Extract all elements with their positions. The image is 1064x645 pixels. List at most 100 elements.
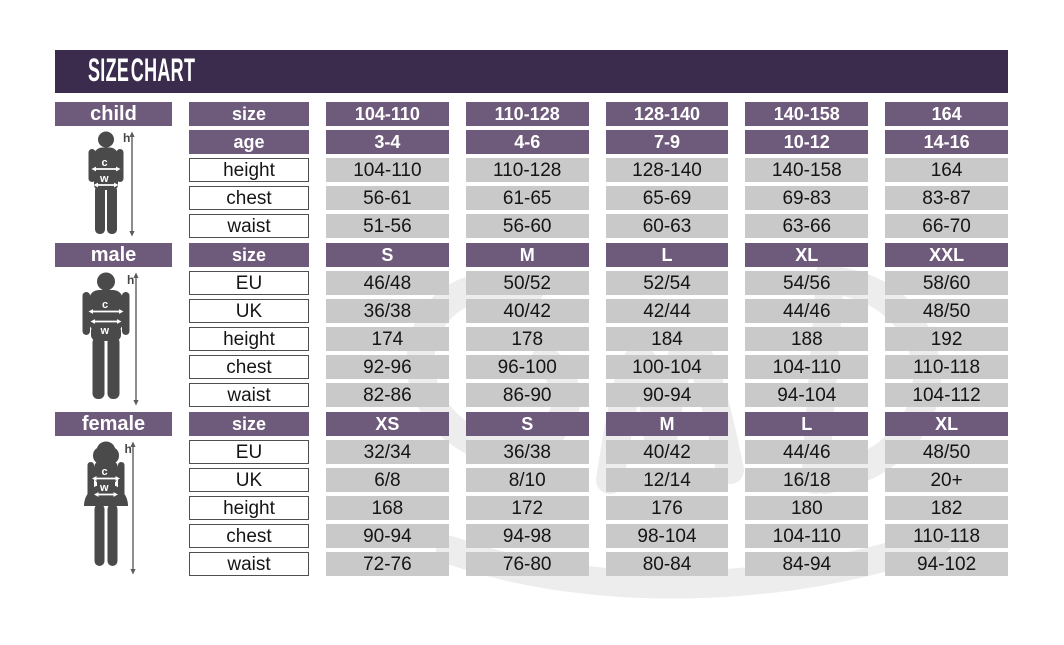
section-child: child c bbox=[55, 102, 1008, 238]
section-label-male: male bbox=[55, 243, 172, 267]
table-cell: 94-102 bbox=[885, 552, 1008, 576]
table-cell: 51-56 bbox=[326, 214, 449, 238]
table-cell: 98-104 bbox=[605, 524, 729, 548]
table-cell: 140-158 bbox=[745, 158, 869, 182]
column-header: XL bbox=[745, 243, 869, 267]
waist-mark: w bbox=[90, 319, 122, 337]
column-header: 104-110 bbox=[326, 102, 449, 126]
chest-mark: c bbox=[92, 466, 120, 481]
table-cell: 82-86 bbox=[326, 383, 449, 407]
table-cell: 44/46 bbox=[745, 299, 869, 323]
table-cell: 65-69 bbox=[605, 186, 729, 210]
table-cell: 40/42 bbox=[605, 440, 729, 464]
column-header: XS bbox=[326, 412, 449, 436]
row-label: UK bbox=[189, 468, 309, 492]
column-header: XXL bbox=[885, 243, 1008, 267]
column-header: M bbox=[605, 412, 729, 436]
page-title: SIZE CHART bbox=[88, 53, 196, 89]
table-cell: 56-61 bbox=[326, 186, 449, 210]
table-cell: 180 bbox=[745, 496, 869, 520]
table-cell: 104-110 bbox=[745, 355, 869, 379]
row-label: UK bbox=[189, 299, 309, 323]
column-header: 7-9 bbox=[605, 130, 729, 154]
table-cell: 76-80 bbox=[465, 552, 589, 576]
row-label: EU bbox=[189, 440, 309, 464]
table-cell: 42/44 bbox=[605, 299, 729, 323]
table-cell: 128-140 bbox=[605, 158, 729, 182]
row-label: waist bbox=[189, 552, 309, 576]
waist-mark: w bbox=[94, 482, 118, 497]
table-cell: 32/34 bbox=[326, 440, 449, 464]
row-label: chest bbox=[189, 355, 309, 379]
column-header: L bbox=[745, 412, 869, 436]
chest-mark: c bbox=[91, 157, 121, 172]
table-cell: 110-118 bbox=[885, 524, 1008, 548]
table-cell: 56-60 bbox=[465, 214, 589, 238]
table-cell: 72-76 bbox=[326, 552, 449, 576]
svg-text:w: w bbox=[99, 482, 109, 494]
table-cell: 36/38 bbox=[465, 440, 589, 464]
male-silhouette-icon: c w h bbox=[82, 272, 139, 406]
row-label: chest bbox=[189, 186, 309, 210]
table-cell: 104-110 bbox=[745, 524, 869, 548]
table-cell: 36/38 bbox=[326, 299, 449, 323]
column-header: 3-4 bbox=[326, 130, 449, 154]
svg-text:w: w bbox=[99, 173, 109, 185]
table-cell: 178 bbox=[465, 327, 589, 351]
female-silhouette-icon: c w h bbox=[84, 441, 136, 575]
table-cell: 192 bbox=[885, 327, 1008, 351]
row-label: EU bbox=[189, 271, 309, 295]
column-header: size bbox=[189, 243, 309, 267]
table-cell: 96-100 bbox=[465, 355, 589, 379]
row-label: height bbox=[189, 158, 309, 182]
table-cell: 63-66 bbox=[745, 214, 869, 238]
table-cell: 66-70 bbox=[885, 214, 1008, 238]
height-arrow: h bbox=[127, 272, 139, 406]
section-male: male c bbox=[55, 243, 1008, 407]
child-silhouette-icon: c w h bbox=[88, 131, 135, 237]
table-cell: 176 bbox=[605, 496, 729, 520]
table-cell: 94-104 bbox=[745, 383, 869, 407]
table-cell: 184 bbox=[605, 327, 729, 351]
section-label-child: child bbox=[55, 102, 172, 126]
column-header: 164 bbox=[885, 102, 1008, 126]
table-cell: 104-110 bbox=[326, 158, 449, 182]
table-cell: 164 bbox=[885, 158, 1008, 182]
child-figure: c w h bbox=[55, 130, 172, 238]
title-bar: SIZE CHART bbox=[55, 50, 1008, 93]
table-cell: 58/60 bbox=[885, 271, 1008, 295]
table-cell: 90-94 bbox=[326, 524, 449, 548]
table-cell: 44/46 bbox=[745, 440, 869, 464]
table-cell: 84-94 bbox=[745, 552, 869, 576]
svg-text:h: h bbox=[125, 442, 132, 456]
table-cell: 172 bbox=[465, 496, 589, 520]
table-cell: 40/42 bbox=[465, 299, 589, 323]
table-cell: 50/52 bbox=[465, 271, 589, 295]
column-header: L bbox=[605, 243, 729, 267]
chart-content: SIZE CHART child c bbox=[55, 50, 1008, 581]
column-header: size bbox=[189, 102, 309, 126]
table-cell: 80-84 bbox=[605, 552, 729, 576]
column-header: 14-16 bbox=[885, 130, 1008, 154]
row-label: waist bbox=[189, 214, 309, 238]
svg-text:c: c bbox=[102, 299, 108, 311]
table-cell: 12/14 bbox=[605, 468, 729, 492]
table-cell: 6/8 bbox=[326, 468, 449, 492]
column-header: XL bbox=[885, 412, 1008, 436]
table-cell: 48/50 bbox=[885, 299, 1008, 323]
column-header: S bbox=[465, 412, 589, 436]
svg-text:w: w bbox=[100, 325, 110, 337]
column-header: 10-12 bbox=[745, 130, 869, 154]
table-cell: 48/50 bbox=[885, 440, 1008, 464]
table-cell: 69-83 bbox=[745, 186, 869, 210]
table-cell: 83-87 bbox=[885, 186, 1008, 210]
table-cell: 94-98 bbox=[465, 524, 589, 548]
table-cell: 86-90 bbox=[465, 383, 589, 407]
section-female: female c bbox=[55, 412, 1008, 576]
table-cell: 92-96 bbox=[326, 355, 449, 379]
column-header: age bbox=[189, 130, 309, 154]
table-cell: 168 bbox=[326, 496, 449, 520]
row-label: chest bbox=[189, 524, 309, 548]
table-cell: 100-104 bbox=[605, 355, 729, 379]
waist-mark: w bbox=[93, 173, 119, 188]
